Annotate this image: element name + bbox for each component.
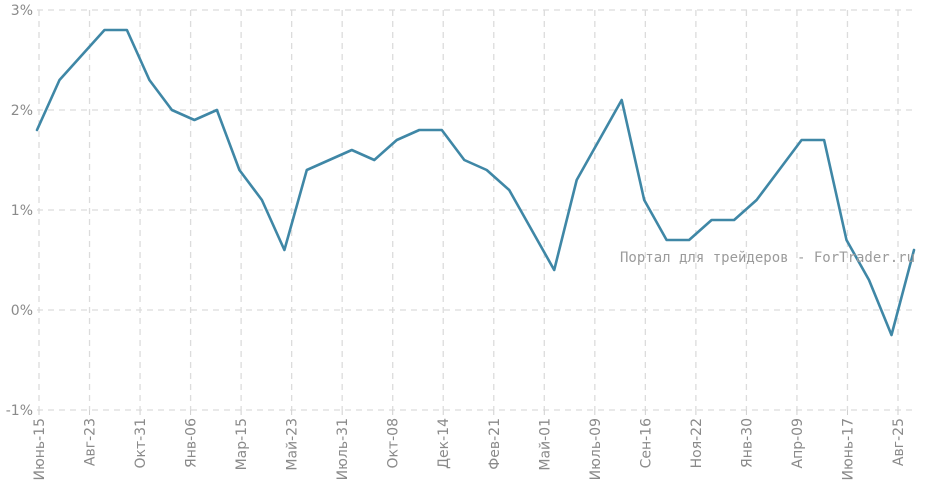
series-line xyxy=(35,28,916,337)
x-tick-label: Мар-15 xyxy=(234,418,250,470)
x-tick-label: Июнь-15 xyxy=(32,418,48,481)
data-point xyxy=(462,158,466,162)
data-point xyxy=(755,198,759,202)
data-point xyxy=(485,168,489,172)
data-point xyxy=(822,138,826,142)
data-point xyxy=(35,128,39,132)
x-tick-label: Июль-31 xyxy=(335,418,351,480)
x-tick-label: Авг-25 xyxy=(891,418,907,466)
data-point xyxy=(665,238,669,242)
data-point xyxy=(710,218,714,222)
watermark-text: Портал для трейдеров - ForTrader.ru xyxy=(620,250,915,266)
x-tick-label: Дек-14 xyxy=(436,418,452,469)
data-point xyxy=(260,198,264,202)
data-point xyxy=(215,108,219,112)
data-point xyxy=(530,228,534,232)
y-axis: -1% 0% 1% 2% 3% xyxy=(6,3,33,419)
data-point xyxy=(327,158,331,162)
data-point xyxy=(845,238,849,242)
data-point xyxy=(147,78,151,82)
data-point xyxy=(282,248,286,252)
data-point xyxy=(890,333,894,337)
data-point xyxy=(800,138,804,142)
x-tick-label: Июль-09 xyxy=(588,418,604,480)
data-point xyxy=(867,278,871,282)
x-tick-label: Окт-31 xyxy=(133,418,149,469)
data-point xyxy=(125,28,129,32)
data-point xyxy=(777,168,781,172)
data-point xyxy=(620,98,624,102)
x-tick-label: Янв-30 xyxy=(739,418,755,468)
x-tick-label: Фев-21 xyxy=(487,418,503,470)
data-point xyxy=(552,268,556,272)
x-tick-label: Июнь-17 xyxy=(840,418,856,481)
data-point xyxy=(305,168,309,172)
data-point xyxy=(102,28,106,32)
data-point xyxy=(687,238,691,242)
data-point xyxy=(192,118,196,122)
y-tick-label: 1% xyxy=(11,203,33,219)
x-tick-label: Сен-16 xyxy=(638,418,654,469)
data-point xyxy=(170,108,174,112)
x-tick-label: Авг-23 xyxy=(83,418,99,466)
x-axis: Июнь-15 Авг-23 Окт-31 Янв-06 Мар-15 Май-23 Июл… xyxy=(32,410,907,481)
series-layer xyxy=(35,28,916,337)
data-point xyxy=(732,218,736,222)
data-point xyxy=(507,188,511,192)
data-point xyxy=(80,53,84,57)
data-point xyxy=(372,158,376,162)
y-tick-label: -1% xyxy=(6,403,33,419)
data-point xyxy=(642,198,646,202)
x-tick-label: Май-23 xyxy=(285,418,301,471)
y-tick-label: 2% xyxy=(11,103,33,119)
data-point xyxy=(417,128,421,132)
y-tick-label: 3% xyxy=(11,3,33,19)
data-point xyxy=(57,78,61,82)
data-point xyxy=(350,148,354,152)
data-point xyxy=(237,168,241,172)
data-point xyxy=(597,138,601,142)
data-point xyxy=(575,178,579,182)
data-point xyxy=(440,128,444,132)
x-tick-label: Окт-08 xyxy=(386,418,402,469)
x-tick-label: Янв-06 xyxy=(184,418,200,468)
x-tick-label: Апр-09 xyxy=(790,418,806,468)
x-tick-label: Ноя-22 xyxy=(689,418,705,468)
y-tick-label: 0% xyxy=(11,303,33,319)
grid xyxy=(37,9,914,411)
data-point xyxy=(395,138,399,142)
x-tick-label: Май-01 xyxy=(537,418,553,471)
